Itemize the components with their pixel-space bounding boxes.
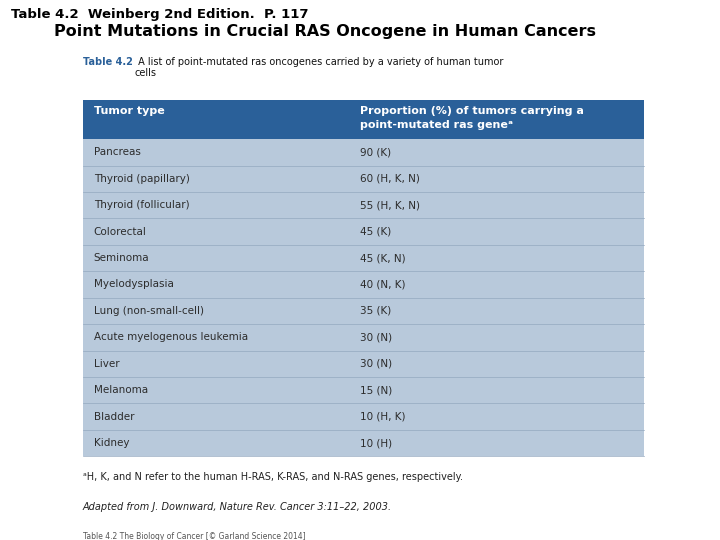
- Text: 45 (K, N): 45 (K, N): [360, 253, 405, 263]
- Text: Myelodysplasia: Myelodysplasia: [94, 280, 174, 289]
- Text: 30 (N): 30 (N): [360, 359, 392, 369]
- Text: Seminoma: Seminoma: [94, 253, 149, 263]
- Text: Thyroid (papillary): Thyroid (papillary): [94, 174, 189, 184]
- Bar: [83, 100, 644, 139]
- Bar: [83, 100, 644, 456]
- Text: Colorectal: Colorectal: [94, 227, 146, 237]
- Text: Adapted from J. Downward, Nature Rev. Cancer 3:11–22, 2003.: Adapted from J. Downward, Nature Rev. Ca…: [83, 502, 392, 512]
- Text: Bladder: Bladder: [94, 411, 134, 422]
- Text: 45 (K): 45 (K): [360, 227, 391, 237]
- Text: 60 (H, K, N): 60 (H, K, N): [360, 174, 420, 184]
- Text: 35 (K): 35 (K): [360, 306, 391, 316]
- Text: 40 (N, K): 40 (N, K): [360, 280, 405, 289]
- Text: Pancreas: Pancreas: [94, 147, 140, 157]
- Text: 10 (H): 10 (H): [360, 438, 392, 448]
- Text: 10 (H, K): 10 (H, K): [360, 411, 405, 422]
- Text: Proportion (%) of tumors carrying a
point-mutated ras geneᵃ: Proportion (%) of tumors carrying a poin…: [360, 106, 584, 130]
- Text: Kidney: Kidney: [94, 438, 129, 448]
- Text: Tumor type: Tumor type: [94, 106, 164, 117]
- Text: A list of point-mutated ras oncogenes carried by a variety of human tumor
cells: A list of point-mutated ras oncogenes ca…: [135, 57, 503, 78]
- Text: Liver: Liver: [94, 359, 120, 369]
- Text: 30 (N): 30 (N): [360, 332, 392, 342]
- Text: Point Mutations in Crucial RAS Oncogene in Human Cancers: Point Mutations in Crucial RAS Oncogene …: [54, 24, 596, 39]
- Text: Lung (non-small-cell): Lung (non-small-cell): [94, 306, 204, 316]
- Text: Acute myelogenous leukemia: Acute myelogenous leukemia: [94, 332, 248, 342]
- Text: Table 4.2 The Biology of Cancer [© Garland Science 2014]: Table 4.2 The Biology of Cancer [© Garla…: [83, 532, 305, 540]
- Text: ᵃH, K, and N refer to the human H-RAS, K-RAS, and N-RAS genes, respectively.: ᵃH, K, and N refer to the human H-RAS, K…: [83, 472, 463, 483]
- Text: Table 4.2: Table 4.2: [83, 57, 132, 67]
- Text: 90 (K): 90 (K): [360, 147, 391, 157]
- Text: 15 (N): 15 (N): [360, 385, 392, 395]
- Text: 55 (H, K, N): 55 (H, K, N): [360, 200, 420, 210]
- Text: Melanoma: Melanoma: [94, 385, 148, 395]
- Text: Table 4.2  Weinberg 2nd Edition.  P. 117: Table 4.2 Weinberg 2nd Edition. P. 117: [11, 8, 308, 21]
- Text: Thyroid (follicular): Thyroid (follicular): [94, 200, 189, 210]
